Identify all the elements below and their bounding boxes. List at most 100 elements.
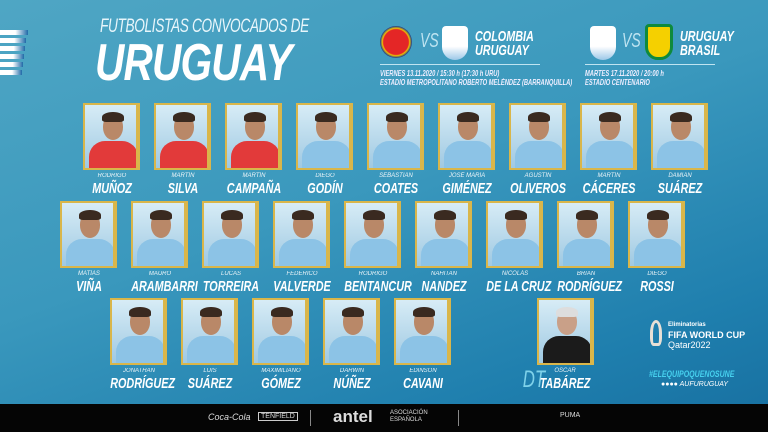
flag-stripe — [0, 30, 28, 35]
player-name: DIEGO ROSSI — [617, 271, 697, 295]
hair — [79, 210, 101, 220]
divider — [380, 64, 540, 65]
jersey — [329, 336, 376, 363]
player-name: MARTÍN CÁCERES — [569, 173, 649, 197]
first-name: FEDERICO — [286, 271, 318, 277]
jersey — [302, 141, 349, 168]
last-name: ROSSI — [640, 278, 674, 295]
first-name: AGUSTÍN — [524, 173, 552, 179]
hair — [271, 307, 293, 317]
last-name: TABÁREZ — [539, 375, 591, 392]
uruguay-crest-icon — [442, 26, 468, 60]
hair — [505, 210, 527, 220]
jersey — [208, 239, 255, 266]
uruguay-crest-icon — [590, 26, 616, 60]
wc-line2: FIFA WORLD CUP — [668, 330, 746, 340]
jersey — [657, 141, 704, 168]
match-teams: COLOMBIA URUGUAY — [475, 28, 534, 59]
jersey — [563, 239, 610, 266]
player-card — [367, 103, 424, 170]
coach-label: DT — [522, 366, 546, 393]
player-name: JONATHAN RODRÍGUEZ — [99, 368, 179, 392]
sponsor-tenfield: TENFIELD — [258, 412, 298, 421]
last-name: VIÑA — [76, 278, 102, 295]
away-team: URUGUAY — [475, 42, 529, 59]
player-name: MARTÍN CAMPAÑA — [214, 173, 294, 197]
match-date: MARTES 17.11.2020 / 20:00 h — [585, 69, 664, 78]
last-name: MUÑOZ — [92, 180, 132, 197]
divider — [458, 410, 459, 426]
first-name: NICOLÁS — [501, 271, 529, 277]
jersey — [137, 239, 184, 266]
first-name: MATÍAS — [78, 271, 100, 277]
jersey — [634, 239, 681, 266]
player-name: BRIAN RODRÍGUEZ — [546, 271, 626, 295]
hair — [386, 112, 408, 122]
hashtag: #ELEQUIPOQUENOSUNE — [649, 369, 735, 379]
flag-stripe — [0, 54, 24, 59]
first-name: DIEGO — [647, 271, 667, 277]
jersey — [421, 239, 468, 266]
hair — [599, 112, 621, 122]
page-subtitle: FUTBOLISTAS CONVOCADOS DE — [100, 16, 309, 37]
player-card — [273, 201, 330, 268]
last-name: CAMPAÑA — [226, 180, 282, 197]
player-card — [252, 298, 309, 365]
flag-stripe — [0, 38, 26, 43]
hair — [244, 112, 266, 122]
player-card — [83, 103, 140, 170]
sponsor-antel: antel — [333, 407, 373, 426]
player-name: MAXIMILIANO GÓMEZ — [241, 368, 321, 392]
last-name: RODRÍGUEZ — [110, 375, 175, 392]
player-name: AGUSTÍN OLIVEROS — [498, 173, 578, 197]
divider — [585, 64, 715, 65]
player-name: LUIS SUÁREZ — [170, 368, 250, 392]
player-card — [651, 103, 708, 170]
last-name: GIMÉNEZ — [442, 180, 492, 197]
last-name: CÁCERES — [582, 180, 636, 197]
player-card — [344, 201, 401, 268]
first-name: JOSÉ MARÍA — [448, 173, 486, 179]
player-name: RODRIGO MUÑOZ — [72, 173, 152, 197]
last-name: NANDEZ — [421, 278, 467, 295]
first-name: LUCAS — [220, 271, 241, 277]
vs-label: VS — [420, 30, 439, 52]
last-name: SUÁREZ — [187, 375, 233, 392]
player-name: JOSÉ MARÍA GIMÉNEZ — [427, 173, 507, 197]
first-name: MARTÍN — [597, 173, 621, 179]
sponsor-puma: PUMA — [560, 412, 581, 419]
player-card — [509, 103, 566, 170]
jersey — [515, 141, 562, 168]
player-card — [486, 201, 543, 268]
last-name: TORREIRA — [202, 278, 260, 295]
last-name: NÚÑEZ — [333, 375, 371, 392]
hair — [363, 210, 385, 220]
first-name: RODRIGO — [97, 173, 127, 179]
home-team: COLOMBIA — [475, 28, 534, 45]
hair — [221, 210, 243, 220]
player-name: MAURO ARAMBARRI — [120, 271, 200, 295]
last-name: DE LA CRUZ — [486, 278, 552, 295]
jersey — [279, 239, 326, 266]
flag-stripe — [0, 70, 22, 75]
first-name: RODRIGO — [358, 271, 388, 277]
hair — [315, 112, 337, 122]
flag-stripe — [0, 62, 23, 67]
hair — [200, 307, 222, 317]
player-card — [296, 103, 353, 170]
hair — [528, 112, 550, 122]
vs-label: VS — [622, 30, 641, 52]
first-name: MARTÍN — [242, 173, 266, 179]
player-name: DAMIÁN SUÁREZ — [640, 173, 720, 197]
first-name: MARTÍN — [171, 173, 195, 179]
page-title: URUGUAY — [95, 34, 292, 92]
hair — [342, 307, 364, 317]
jersey — [492, 239, 539, 266]
jersey — [444, 141, 491, 168]
jersey — [400, 336, 447, 363]
first-name: BRIAN — [576, 271, 596, 277]
last-name: GÓMEZ — [261, 375, 301, 392]
jersey — [187, 336, 234, 363]
player-card — [60, 201, 117, 268]
hair — [576, 210, 598, 220]
